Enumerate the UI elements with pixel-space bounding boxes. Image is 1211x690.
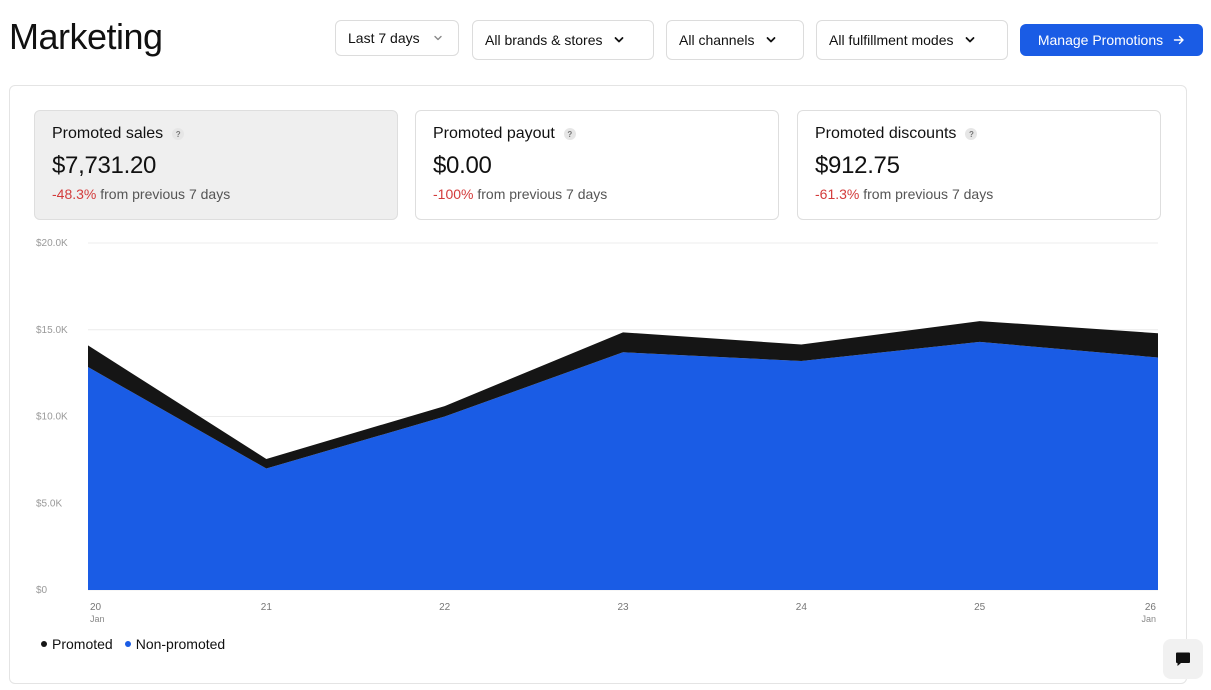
kpi-change: -48.3% from previous 7 days	[52, 186, 380, 202]
kpi-promoted-sales[interactable]: Promoted sales ? $7,731.20 -48.3% from p…	[34, 110, 398, 220]
chart-legend: Promoted Non-promoted	[41, 636, 225, 652]
kpi-value: $912.75	[815, 152, 900, 179]
fulfillment-modes-dropdown[interactable]: All fulfillment modes	[816, 20, 1008, 60]
legend-item-promoted[interactable]: Promoted	[41, 636, 113, 652]
kpi-change-percent: -100%	[433, 186, 474, 202]
help-icon[interactable]: ?	[965, 128, 978, 140]
chevron-down-icon	[613, 34, 625, 46]
kpi-value: $0.00	[433, 152, 492, 179]
brands-stores-dropdown[interactable]: All brands & stores	[472, 20, 654, 60]
manage-promotions-button[interactable]: Manage Promotions	[1020, 24, 1203, 56]
help-icon[interactable]: ?	[563, 128, 576, 140]
kpi-promoted-discounts[interactable]: Promoted discounts ? $912.75 -61.3% from…	[797, 110, 1161, 220]
arrow-right-icon	[1173, 34, 1185, 46]
date-range-label: Last 7 days	[348, 30, 420, 46]
legend-dot-promoted	[41, 641, 47, 647]
kpi-label: Promoted sales ?	[52, 125, 380, 143]
kpi-promoted-payout[interactable]: Promoted payout ? $0.00 -100% from previ…	[415, 110, 779, 220]
chevron-down-icon	[765, 34, 777, 46]
kpi-label: Promoted discounts ?	[815, 125, 1143, 143]
date-range-dropdown[interactable]: Last 7 days	[335, 20, 459, 56]
legend-label: Non-promoted	[135, 636, 226, 652]
kpi-value: $7,731.20	[52, 152, 157, 179]
brands-stores-label: All brands & stores	[485, 32, 603, 48]
legend-item-non-promoted[interactable]: Non-promoted	[124, 636, 226, 652]
legend-label: Promoted	[52, 636, 113, 652]
kpi-label-text: Promoted payout	[433, 125, 555, 142]
help-icon[interactable]: ?	[172, 128, 185, 140]
kpi-label-text: Promoted discounts	[815, 125, 957, 142]
chat-button[interactable]	[1163, 639, 1203, 679]
kpi-change-percent: -61.3%	[815, 186, 860, 202]
fulfillment-modes-label: All fulfillment modes	[829, 32, 954, 48]
kpi-change: -61.3% from previous 7 days	[815, 186, 1143, 202]
chat-icon	[1174, 650, 1192, 668]
kpi-change-suffix: from previous 7 days	[100, 186, 231, 202]
chevron-down-icon	[964, 34, 976, 46]
kpi-change-suffix: from previous 7 days	[477, 186, 608, 202]
kpi-label-text: Promoted sales	[52, 125, 164, 142]
chevron-down-icon	[432, 32, 444, 44]
channels-dropdown[interactable]: All channels	[666, 20, 804, 60]
manage-promotions-label: Manage Promotions	[1037, 32, 1164, 48]
kpi-label: Promoted payout ?	[433, 125, 761, 143]
channels-label: All channels	[679, 32, 755, 48]
kpi-change-suffix: from previous 7 days	[863, 186, 994, 202]
legend-dot-non-promoted	[124, 641, 131, 647]
kpi-change-percent: -48.3%	[52, 186, 97, 202]
page-title: Marketing	[9, 16, 163, 57]
kpi-change: -100% from previous 7 days	[433, 186, 761, 202]
